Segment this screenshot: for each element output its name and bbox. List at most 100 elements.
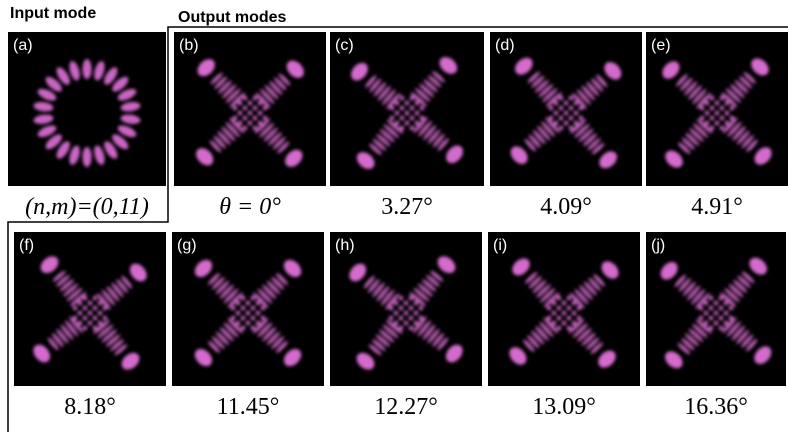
- core-spot: [700, 116, 705, 121]
- core-spot: [705, 121, 710, 126]
- core-spot: [557, 316, 562, 321]
- panel-label: (g): [177, 237, 197, 254]
- core-spot: [709, 296, 714, 301]
- core-spot: [414, 301, 419, 306]
- core-spot: [246, 311, 251, 316]
- core-spot: [98, 321, 103, 326]
- core-spot: [710, 106, 715, 111]
- panel-label: (i): [493, 237, 507, 254]
- panel-background: [14, 232, 166, 386]
- core-spot: [559, 116, 564, 121]
- core-spot: [557, 306, 562, 311]
- core-spot: [253, 106, 258, 111]
- core-spot: [248, 101, 253, 106]
- core-spot: [547, 306, 552, 311]
- core-spot: [564, 111, 569, 116]
- core-spot: [724, 311, 729, 316]
- core-spot: [419, 316, 424, 321]
- core-spot: [253, 116, 258, 121]
- core-spot: [256, 301, 261, 306]
- core-spot: [564, 101, 569, 106]
- core-spot: [574, 101, 579, 106]
- core-spot: [261, 306, 266, 311]
- core-spot: [410, 96, 415, 101]
- mode-panel: (h)12.27°: [330, 232, 482, 420]
- core-spot: [390, 116, 395, 121]
- core-spot: [251, 326, 256, 331]
- core-spot: [78, 321, 83, 326]
- core-spot: [579, 106, 584, 111]
- core-spot: [414, 321, 419, 326]
- core-spot: [241, 296, 246, 301]
- core-spot: [567, 306, 572, 311]
- core-spot: [243, 126, 248, 131]
- core-spot: [715, 111, 720, 116]
- panel-label: (e): [651, 37, 671, 54]
- core-spot: [236, 301, 241, 306]
- panel-label: (c): [335, 37, 354, 54]
- core-spot: [246, 321, 251, 326]
- core-spot: [409, 316, 414, 321]
- panel-label: (f): [19, 237, 34, 254]
- figure: Input mode Output modes (a)(n,m)=(0,11)(…: [0, 0, 788, 432]
- core-spot: [549, 116, 554, 121]
- core-spot: [559, 96, 564, 101]
- core-spot: [93, 296, 98, 301]
- core-spot: [231, 306, 236, 311]
- core-spot: [253, 126, 258, 131]
- panel-caption: θ = 0°: [219, 194, 281, 220]
- core-spot: [719, 296, 724, 301]
- mode-panel: (i)13.09°: [488, 232, 640, 420]
- core-spot: [715, 101, 720, 106]
- core-spot: [567, 326, 572, 331]
- core-spot: [725, 101, 730, 106]
- core-spot: [103, 316, 108, 321]
- core-spot: [709, 306, 714, 311]
- panel-label: (b): [179, 37, 199, 54]
- core-spot: [400, 106, 405, 111]
- core-spot: [395, 111, 400, 116]
- core-spot: [557, 296, 562, 301]
- core-spot: [699, 306, 704, 311]
- core-spot: [720, 126, 725, 131]
- core-spot: [93, 326, 98, 331]
- core-spot: [410, 116, 415, 121]
- core-spot: [549, 106, 554, 111]
- panel-caption: 16.36°: [684, 394, 748, 420]
- core-spot: [409, 296, 414, 301]
- core-spot: [562, 321, 567, 326]
- core-spot: [395, 121, 400, 126]
- core-spot: [243, 106, 248, 111]
- core-spot: [720, 96, 725, 101]
- panel-label: (d): [495, 37, 515, 54]
- panel-caption: 4.09°: [540, 194, 592, 220]
- core-spot: [420, 116, 425, 121]
- core-spot: [700, 106, 705, 111]
- core-spot: [569, 126, 574, 131]
- lobe: [83, 59, 92, 79]
- core-spot: [577, 316, 582, 321]
- core-spot: [88, 321, 93, 326]
- core-spot: [399, 296, 404, 301]
- core-spot: [567, 296, 572, 301]
- core-spot: [557, 326, 562, 331]
- core-spot: [236, 321, 241, 326]
- core-spot: [710, 96, 715, 101]
- core-spot: [389, 316, 394, 321]
- core-spot: [729, 306, 734, 311]
- core-spot: [730, 116, 735, 121]
- core-spot: [256, 321, 261, 326]
- core-spot: [719, 316, 724, 321]
- core-spot: [241, 316, 246, 321]
- panel-background: [330, 232, 482, 386]
- core-spot: [238, 111, 243, 116]
- core-spot: [253, 96, 258, 101]
- core-spot: [569, 116, 574, 121]
- core-spot: [409, 326, 414, 331]
- core-spot: [231, 316, 236, 321]
- core-spot: [248, 121, 253, 126]
- core-spot: [399, 326, 404, 331]
- core-spot: [720, 106, 725, 111]
- panel-label: (a): [13, 37, 33, 54]
- core-spot: [725, 121, 730, 126]
